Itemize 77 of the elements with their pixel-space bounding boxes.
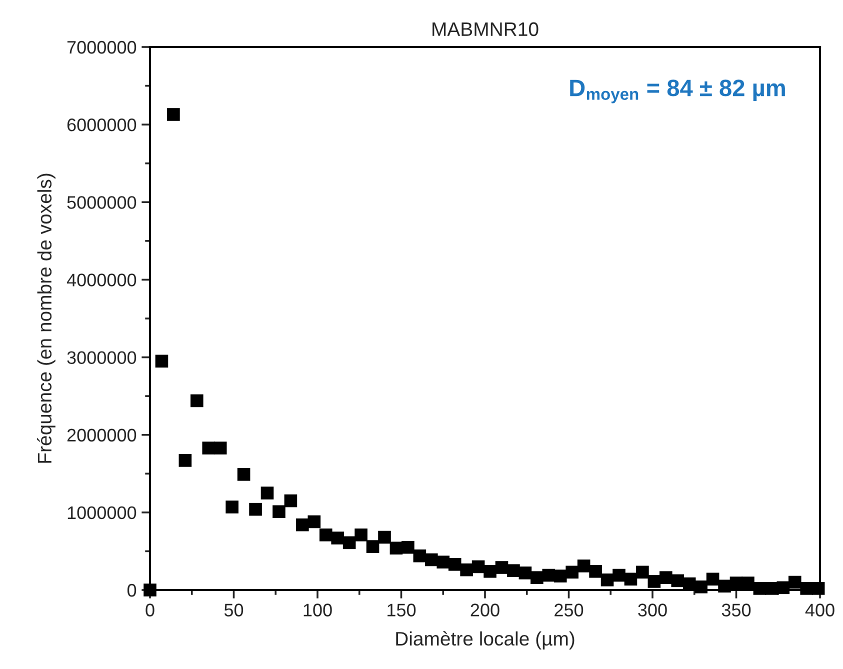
y-tick-label: 7000000 bbox=[67, 40, 136, 54]
y-tick-label: 3000000 bbox=[67, 351, 136, 364]
point bbox=[624, 572, 638, 586]
point bbox=[144, 584, 156, 596]
point bbox=[788, 576, 802, 589]
point bbox=[202, 442, 216, 454]
point bbox=[671, 574, 684, 588]
point bbox=[753, 582, 766, 595]
point bbox=[249, 502, 262, 516]
point bbox=[237, 468, 250, 481]
y-tick-label: 4000000 bbox=[66, 274, 136, 286]
x-tick-label: 0 bbox=[146, 604, 154, 616]
y-tick-label: 1000000 bbox=[68, 506, 136, 520]
point bbox=[600, 574, 614, 586]
point bbox=[331, 532, 344, 544]
point bbox=[190, 394, 204, 408]
y-axis-title: Fréquence (en nombre de voxels) bbox=[37, 174, 56, 463]
point bbox=[484, 564, 496, 578]
point bbox=[636, 566, 649, 579]
y-tick-label: 0 bbox=[127, 584, 136, 597]
point bbox=[354, 528, 368, 542]
x-tick-label: 350 bbox=[722, 604, 751, 616]
point bbox=[800, 582, 813, 595]
point bbox=[308, 515, 321, 528]
x-tick-label: 150 bbox=[388, 604, 416, 616]
point bbox=[730, 576, 743, 590]
point bbox=[155, 354, 168, 368]
point bbox=[566, 566, 578, 579]
point bbox=[648, 575, 661, 588]
x-tick-label: 400 bbox=[805, 604, 834, 616]
x-tick-label: 300 bbox=[638, 604, 667, 616]
point bbox=[413, 549, 426, 562]
x-tick-label: 200 bbox=[470, 604, 500, 616]
point bbox=[319, 528, 332, 542]
point bbox=[495, 561, 508, 574]
point bbox=[812, 582, 825, 595]
point bbox=[260, 486, 274, 500]
point bbox=[589, 564, 602, 578]
point bbox=[460, 563, 473, 576]
point bbox=[718, 580, 731, 593]
point bbox=[436, 556, 450, 568]
point bbox=[472, 560, 485, 574]
x-tick-label: 250 bbox=[554, 604, 584, 616]
point bbox=[448, 558, 462, 571]
annotation: D$_{moyen}$ = 84 ± 82 µm bbox=[570, 80, 785, 104]
point bbox=[776, 581, 790, 594]
point bbox=[272, 505, 286, 518]
point bbox=[530, 571, 544, 584]
point bbox=[660, 571, 672, 584]
point bbox=[542, 568, 556, 582]
point bbox=[342, 536, 356, 550]
x-tick-label: 100 bbox=[304, 604, 332, 616]
y-tick-label: 5000000 bbox=[67, 196, 136, 209]
point bbox=[178, 454, 192, 467]
point bbox=[226, 500, 238, 514]
y-tick-label: 6000000 bbox=[67, 118, 136, 132]
point bbox=[167, 108, 180, 121]
y-tick-label: 2000000 bbox=[67, 428, 136, 442]
x-axis-title: Diamètre locale (µm) bbox=[396, 631, 574, 650]
point bbox=[214, 442, 227, 454]
point bbox=[554, 570, 567, 582]
point bbox=[390, 542, 403, 555]
point bbox=[507, 564, 520, 578]
point bbox=[296, 518, 309, 532]
point bbox=[284, 494, 298, 508]
x-tick-label: 50 bbox=[224, 604, 244, 616]
point bbox=[402, 540, 414, 554]
point bbox=[706, 572, 720, 586]
point bbox=[612, 568, 626, 582]
point bbox=[378, 530, 391, 544]
point bbox=[366, 540, 380, 553]
point bbox=[518, 566, 532, 580]
point bbox=[577, 560, 590, 572]
point bbox=[682, 577, 696, 590]
chart-title: MABMNR10 bbox=[432, 22, 538, 36]
point bbox=[694, 580, 708, 594]
point bbox=[742, 576, 754, 590]
